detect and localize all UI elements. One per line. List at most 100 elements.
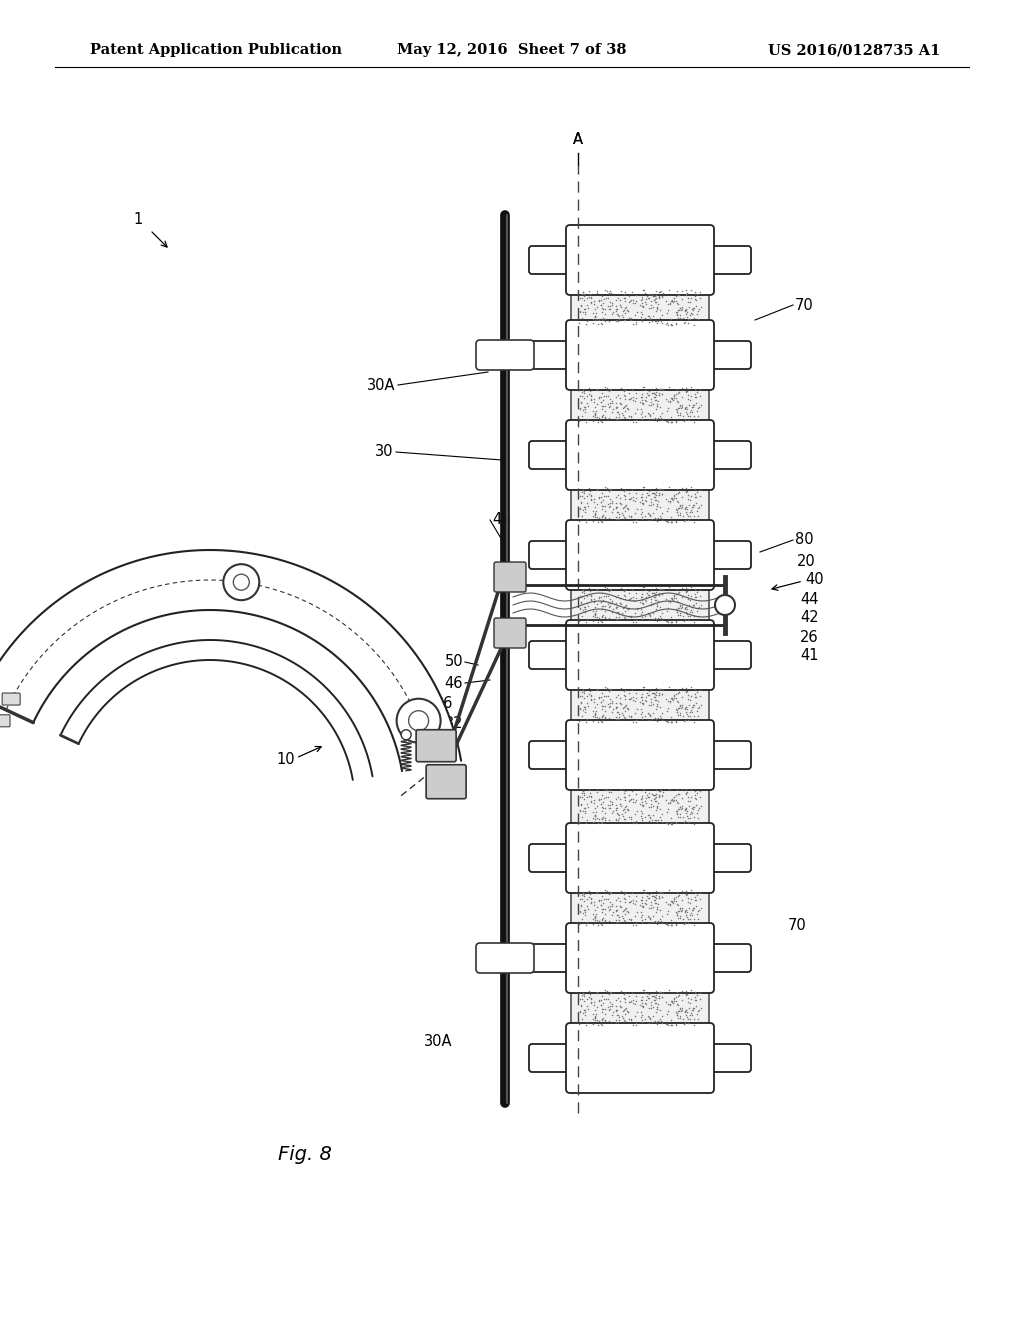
Circle shape — [233, 574, 249, 590]
Point — [572, 685, 589, 706]
Point — [644, 886, 660, 907]
Point — [602, 578, 618, 599]
Point — [597, 595, 613, 616]
Point — [685, 898, 701, 919]
Point — [591, 1010, 607, 1031]
Point — [651, 585, 668, 606]
Point — [681, 405, 697, 426]
Point — [682, 702, 698, 723]
Point — [579, 294, 595, 315]
Point — [627, 391, 643, 412]
Point — [665, 387, 681, 408]
FancyBboxPatch shape — [571, 783, 709, 830]
Point — [572, 593, 589, 614]
Point — [671, 1001, 687, 1022]
Point — [651, 787, 668, 808]
Point — [574, 908, 591, 929]
Point — [585, 706, 601, 727]
Point — [686, 506, 702, 527]
Point — [682, 804, 698, 825]
Point — [633, 902, 649, 923]
Point — [668, 412, 684, 433]
Point — [648, 981, 665, 1002]
Point — [597, 376, 613, 397]
Point — [601, 496, 617, 517]
Point — [594, 599, 610, 620]
Point — [620, 800, 636, 821]
Point — [681, 395, 697, 416]
Point — [674, 880, 690, 902]
Point — [635, 895, 651, 916]
Point — [596, 989, 612, 1010]
Point — [593, 387, 609, 408]
Point — [644, 483, 660, 504]
Point — [653, 886, 670, 907]
Point — [615, 900, 632, 921]
Point — [655, 982, 672, 1003]
Point — [607, 487, 624, 508]
Point — [586, 293, 602, 314]
Point — [688, 289, 705, 310]
Point — [581, 396, 597, 417]
Point — [687, 882, 703, 903]
FancyBboxPatch shape — [529, 341, 570, 370]
Point — [678, 779, 694, 800]
Point — [634, 387, 650, 408]
Point — [571, 598, 588, 619]
Point — [604, 894, 621, 915]
Point — [647, 484, 664, 506]
Point — [647, 809, 664, 830]
Point — [685, 796, 701, 817]
Point — [634, 684, 650, 705]
Point — [581, 887, 597, 908]
Point — [669, 690, 685, 711]
Point — [645, 582, 662, 603]
Point — [662, 994, 678, 1015]
Point — [625, 292, 641, 313]
Point — [644, 1011, 660, 1032]
Point — [602, 393, 618, 414]
Point — [666, 789, 682, 810]
Point — [574, 781, 591, 803]
Point — [638, 989, 654, 1010]
Point — [663, 706, 679, 727]
Point — [691, 888, 708, 909]
Point — [572, 693, 589, 714]
Point — [628, 314, 644, 335]
Point — [643, 482, 659, 503]
Point — [594, 698, 610, 719]
Point — [581, 495, 597, 516]
Point — [602, 693, 618, 714]
Point — [579, 508, 595, 529]
Point — [611, 606, 628, 627]
Point — [577, 502, 593, 523]
Point — [643, 793, 659, 814]
Point — [638, 486, 654, 507]
Point — [663, 391, 679, 412]
Point — [586, 391, 602, 412]
Point — [649, 491, 666, 512]
Point — [608, 401, 625, 422]
Point — [616, 606, 633, 627]
Point — [668, 314, 684, 335]
Point — [680, 689, 696, 710]
Point — [594, 507, 610, 528]
Point — [616, 883, 633, 904]
Point — [620, 498, 636, 519]
Point — [685, 711, 701, 733]
Point — [647, 1002, 664, 1023]
Point — [672, 502, 688, 523]
Point — [669, 803, 685, 824]
Point — [577, 1005, 593, 1026]
Point — [684, 1005, 700, 1026]
Point — [627, 490, 643, 511]
Point — [630, 399, 646, 420]
Point — [663, 290, 679, 312]
Point — [587, 808, 603, 829]
Point — [591, 890, 607, 911]
Point — [646, 682, 663, 704]
Point — [628, 482, 644, 503]
Point — [611, 294, 628, 315]
Point — [608, 397, 625, 418]
Point — [647, 686, 664, 708]
